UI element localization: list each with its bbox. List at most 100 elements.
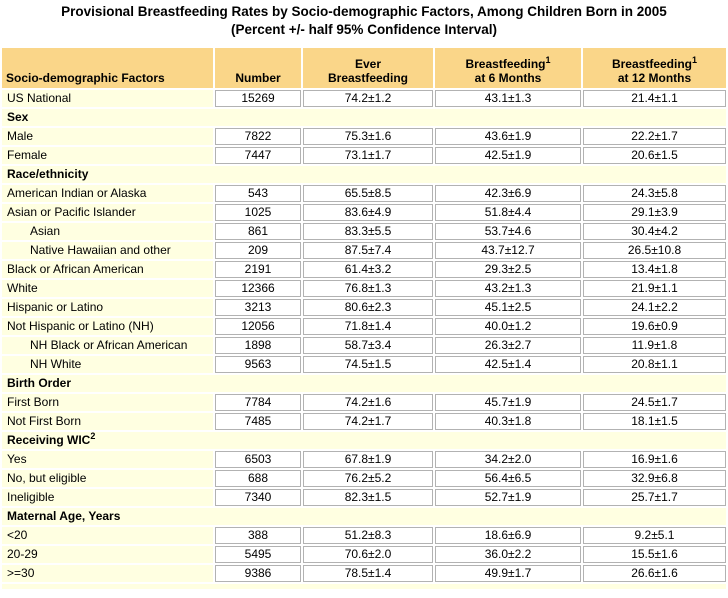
row-label-cell: 20-29 bbox=[2, 546, 213, 563]
table-row: Not First Born 7485 74.2±1.7 40.3±1.8 18.1±1… bbox=[2, 413, 726, 430]
section-label: Birth Order bbox=[7, 376, 72, 390]
rate-value-cell: 74.5±1.5 bbox=[303, 356, 433, 373]
rate-value-cell: 51.8±4.4 bbox=[435, 204, 581, 221]
row-label-cell: Yes bbox=[2, 451, 213, 468]
table-row: Yes 6503 67.8±1.9 34.2±2.0 16.9±1.6 bbox=[2, 451, 726, 468]
section-row: Receiving WIC2 bbox=[2, 432, 726, 449]
page-title: Provisional Breastfeeding Rates by Socio… bbox=[0, 0, 728, 39]
number-cell: 388 bbox=[215, 527, 301, 544]
row-label-cell: Female bbox=[2, 147, 213, 164]
number-cell: 1025 bbox=[215, 204, 301, 221]
rate-value-cell: 40.3±1.8 bbox=[435, 413, 581, 430]
section-row: Race/ethnicity bbox=[2, 166, 726, 183]
row-label-cell: NH Black or African American bbox=[2, 337, 213, 354]
section-row: Maternal Age, Years bbox=[2, 508, 726, 525]
number-cell: 7447 bbox=[215, 147, 301, 164]
rate-value-cell: 42.5±1.4 bbox=[435, 356, 581, 373]
rate-value-cell: 76.8±1.3 bbox=[303, 280, 433, 297]
footnote-marker: 2 bbox=[90, 431, 96, 441]
rate-value-cell: 43.7±12.7 bbox=[435, 242, 581, 259]
section-row: Birth Order bbox=[2, 375, 726, 392]
rate-value-cell: 24.5±1.7 bbox=[583, 394, 726, 411]
table-row: American Indian or Alaska 543 65.5±8.5 42.3… bbox=[2, 185, 726, 202]
rate-value-cell: 75.3±1.6 bbox=[303, 128, 433, 145]
rate-value-cell: 16.9±1.6 bbox=[583, 451, 726, 468]
column-header-4: Breastfeeding1 at 12 Months bbox=[583, 48, 726, 88]
row-label-cell: No, but eligible bbox=[2, 470, 213, 487]
rate-value-cell: 19.6±0.9 bbox=[583, 318, 726, 335]
number-cell: 5495 bbox=[215, 546, 301, 563]
section-label-cell: Maternal Age, Years bbox=[2, 508, 726, 525]
rate-value-cell: 18.6±6.9 bbox=[435, 527, 581, 544]
number-cell: 6503 bbox=[215, 451, 301, 468]
rate-value-cell: 20.6±1.5 bbox=[583, 147, 726, 164]
section-label: Maternal Age, Years bbox=[7, 509, 121, 523]
rate-value-cell: 32.9±6.8 bbox=[583, 470, 726, 487]
column-header-label-line2: Breastfeeding bbox=[327, 71, 409, 85]
row-label-cell: White bbox=[2, 280, 213, 297]
rate-value-cell: 24.1±2.2 bbox=[583, 299, 726, 316]
table-header-row: Socio-demographic Factors Number Ever Breas… bbox=[2, 48, 726, 88]
table-row: White 12366 76.8±1.3 43.2±1.3 21.9±1.1 bbox=[2, 280, 726, 297]
cropped-footnote-row bbox=[2, 584, 726, 589]
rate-value-cell: 74.2±1.7 bbox=[303, 413, 433, 430]
row-label-cell: NH White bbox=[2, 356, 213, 373]
rate-value-cell: 42.5±1.9 bbox=[435, 147, 581, 164]
row-label-cell: American Indian or Alaska bbox=[2, 185, 213, 202]
footnote-marker: 1 bbox=[692, 55, 698, 65]
column-header-label: Number bbox=[235, 71, 281, 85]
rate-value-cell: 18.1±1.5 bbox=[583, 413, 726, 430]
rate-value-cell: 29.3±2.5 bbox=[435, 261, 581, 278]
rate-value-cell: 26.3±2.7 bbox=[435, 337, 581, 354]
section-label: Race/ethnicity bbox=[7, 167, 89, 181]
table-row: Female 7447 73.1±1.7 42.5±1.9 20.6±1.5 bbox=[2, 147, 726, 164]
number-cell: 688 bbox=[215, 470, 301, 487]
number-cell: 7485 bbox=[215, 413, 301, 430]
breastfeeding-rates-table: Socio-demographic Factors Number Ever Breas… bbox=[0, 46, 728, 584]
rate-value-cell: 49.9±1.7 bbox=[435, 565, 581, 582]
rate-value-cell: 30.4±4.2 bbox=[583, 223, 726, 240]
rate-value-cell: 70.6±2.0 bbox=[303, 546, 433, 563]
rate-value-cell: 74.2±1.2 bbox=[303, 90, 433, 107]
table-row: NH Black or African American 1898 58.7±3.4… bbox=[2, 337, 726, 354]
rate-value-cell: 71.8±1.4 bbox=[303, 318, 433, 335]
number-cell: 3213 bbox=[215, 299, 301, 316]
rate-value-cell: 78.5±1.4 bbox=[303, 565, 433, 582]
section-label-cell: Birth Order bbox=[2, 375, 726, 392]
rate-value-cell: 11.9±1.8 bbox=[583, 337, 726, 354]
rate-value-cell: 26.6±1.6 bbox=[583, 565, 726, 582]
table-row: <20 388 51.2±8.3 18.6±6.9 9.2±5.1 bbox=[2, 527, 726, 544]
table-row: Hispanic or Latino 3213 80.6±2.3 45.1±2.5 24… bbox=[2, 299, 726, 316]
number-cell: 9386 bbox=[215, 565, 301, 582]
rate-value-cell: 34.2±2.0 bbox=[435, 451, 581, 468]
section-label-cell: Receiving WIC2 bbox=[2, 432, 726, 449]
rate-value-cell: 29.1±3.9 bbox=[583, 204, 726, 221]
rate-value-cell: 61.4±3.2 bbox=[303, 261, 433, 278]
row-label-cell: <20 bbox=[2, 527, 213, 544]
row-label-cell: Ineligible bbox=[2, 489, 213, 506]
rate-value-cell: 25.7±1.7 bbox=[583, 489, 726, 506]
section-row: Sex bbox=[2, 109, 726, 126]
row-label-cell: Black or African American bbox=[2, 261, 213, 278]
section-label-cell: Race/ethnicity bbox=[2, 166, 726, 183]
rate-value-cell: 83.6±4.9 bbox=[303, 204, 433, 221]
column-header-label-line2: at 6 Months bbox=[474, 71, 542, 85]
rate-value-cell: 51.2±8.3 bbox=[303, 527, 433, 544]
rate-value-cell: 65.5±8.5 bbox=[303, 185, 433, 202]
number-cell: 1898 bbox=[215, 337, 301, 354]
rate-value-cell: 53.7±4.6 bbox=[435, 223, 581, 240]
row-label-cell: Asian or Pacific Islander bbox=[2, 204, 213, 221]
rate-value-cell: 13.4±1.8 bbox=[583, 261, 726, 278]
rate-value-cell: 26.5±10.8 bbox=[583, 242, 726, 259]
rate-value-cell: 83.3±5.5 bbox=[303, 223, 433, 240]
number-cell: 209 bbox=[215, 242, 301, 259]
number-cell: 2191 bbox=[215, 261, 301, 278]
row-label-cell: Asian bbox=[2, 223, 213, 240]
table-row: Native Hawaiian and other 209 87.5±7.4 43.7… bbox=[2, 242, 726, 259]
row-label-cell: Male bbox=[2, 128, 213, 145]
rate-value-cell: 56.4±6.5 bbox=[435, 470, 581, 487]
column-header-label: Breastfeeding bbox=[465, 57, 546, 71]
number-cell: 7822 bbox=[215, 128, 301, 145]
rate-value-cell: 24.3±5.8 bbox=[583, 185, 726, 202]
column-header-2: Ever Breastfeeding bbox=[303, 48, 433, 88]
